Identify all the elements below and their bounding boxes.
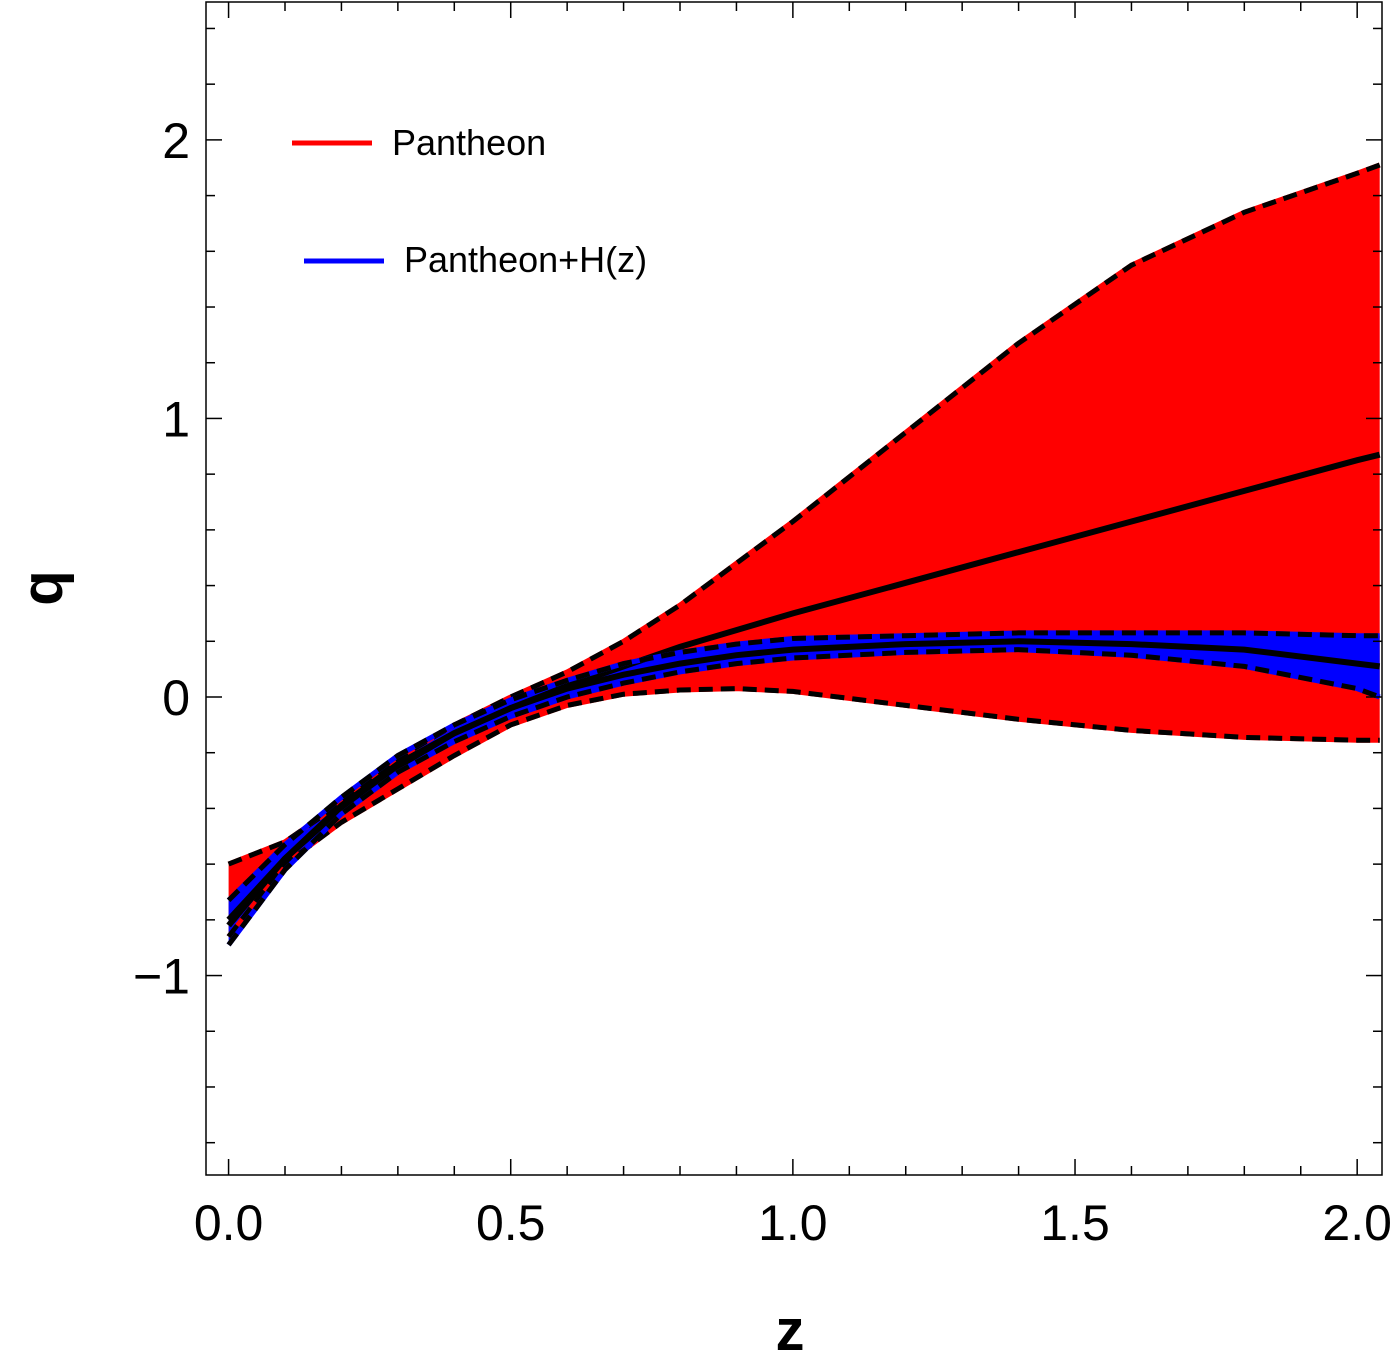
x-tick-label: 1.0 — [758, 1195, 828, 1251]
bound-dashed-upper-pantheon — [227, 162, 1381, 867]
y-axis-label: q — [10, 570, 75, 605]
x-tick-label: 0.0 — [194, 1195, 264, 1251]
legend-label-pantheon-hz: Pantheon+H(z) — [404, 239, 647, 280]
bound-dashed-upper-pantheon-hz — [226, 630, 1380, 903]
x-tick-label: 1.5 — [1040, 1195, 1110, 1251]
center-line-pantheon-hz — [226, 638, 1381, 928]
x-tick-label: 2.0 — [1322, 1195, 1392, 1251]
bound-dashed-lower-pantheon-hz — [226, 647, 1381, 947]
series-group — [226, 162, 1381, 947]
plot-area: 0.0 0.5 1.0 1.5 2.0 −1 0 1 2 — [133, 1, 1392, 1251]
plot-frame — [205, 1, 1383, 1176]
x-tick-label: 0.5 — [476, 1195, 546, 1251]
x-axis-label: z — [776, 1298, 805, 1363]
band-pantheon-hz — [228, 632, 1380, 945]
bound-dashed-lower-pantheon — [226, 686, 1380, 939]
y-tick-label: 1 — [162, 391, 190, 447]
band-pantheon — [228, 165, 1380, 937]
legend-label-pantheon: Pantheon — [392, 122, 546, 163]
y-tick-label: 2 — [162, 113, 190, 169]
y-tick-label: −1 — [133, 949, 190, 1005]
legend: Pantheon Pantheon+H(z) — [292, 122, 647, 280]
y-tick-label: 0 — [162, 670, 190, 726]
